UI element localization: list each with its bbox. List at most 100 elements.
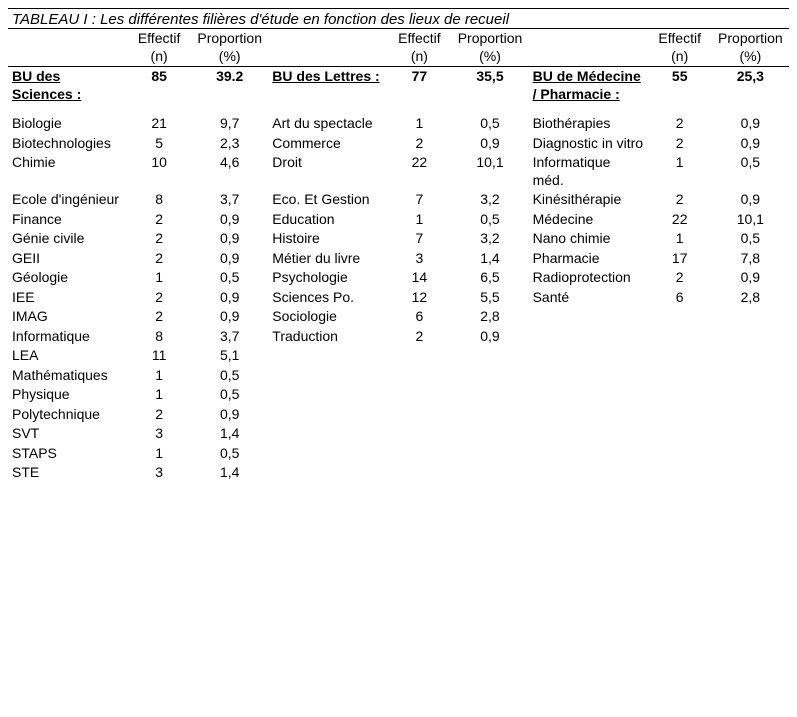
filiere-value: 3 <box>387 249 451 269</box>
filiere-value: 8 <box>127 190 191 210</box>
filiere-value: 0,9 <box>191 307 268 327</box>
filiere-label: Génie civile <box>8 229 127 249</box>
header-proportion-2: Proportion (%) <box>451 29 528 67</box>
table-row: IMAG20,9Sociologie62,8 <box>8 307 789 327</box>
table-caption: TABLEAU I : Les différentes filières d'é… <box>8 8 789 28</box>
filiere-value <box>451 405 528 425</box>
filiere-value: 3 <box>127 424 191 444</box>
filiere-value: 2 <box>127 249 191 269</box>
table-row: LEA115,1 <box>8 346 789 366</box>
filiere-value: 0,9 <box>712 134 789 154</box>
filiere-value <box>387 405 451 425</box>
filiere-label: STE <box>8 463 127 483</box>
filiere-value: 6,5 <box>451 268 528 288</box>
filiere-label: Chimie <box>8 153 127 190</box>
table-row: Biologie219,7Art du spectacle10,5Biothér… <box>8 114 789 134</box>
table-row: SVT31,4 <box>8 424 789 444</box>
filiere-value: 1 <box>127 385 191 405</box>
header-effectif-3: Effectif (n) <box>648 29 712 67</box>
filiere-value <box>387 444 451 464</box>
filiere-value: 0,9 <box>191 229 268 249</box>
filiere-label: Commerce <box>268 134 387 154</box>
filiere-label: LEA <box>8 346 127 366</box>
filiere-value: 0,9 <box>712 190 789 210</box>
section-lettres-p: 35,5 <box>451 67 528 105</box>
filiere-value: 0,5 <box>712 153 789 190</box>
filiere-value: 22 <box>648 210 712 230</box>
filiere-value: 0,5 <box>451 114 528 134</box>
filiere-label: Biotechnologies <box>8 134 127 154</box>
filiere-label: SVT <box>8 424 127 444</box>
filiere-value <box>712 405 789 425</box>
table-row: Ecole d'ingénieur83,7Eco. Et Gestion73,2… <box>8 190 789 210</box>
table-row: STAPS10,5 <box>8 444 789 464</box>
filiere-value <box>387 385 451 405</box>
filiere-value <box>712 307 789 327</box>
filiere-value: 5,5 <box>451 288 528 308</box>
table-row: Biotechnologies52,3Commerce20,9Diagnosti… <box>8 134 789 154</box>
table-row: GEII20,9Métier du livre31,4Pharmacie177,… <box>8 249 789 269</box>
filiere-value: 2,8 <box>451 307 528 327</box>
filiere-value: 2 <box>387 134 451 154</box>
filiere-value: 3,2 <box>451 190 528 210</box>
section-medecine-title: BU de Médecine / Pharmacie : <box>529 67 648 105</box>
section-lettres-n: 77 <box>387 67 451 105</box>
filiere-label: Physique <box>8 385 127 405</box>
filiere-label: STAPS <box>8 444 127 464</box>
filiere-value: 0,5 <box>712 229 789 249</box>
filiere-label: Art du spectacle <box>268 114 387 134</box>
filiere-value: 11 <box>127 346 191 366</box>
filiere-value: 2 <box>127 405 191 425</box>
filiere-value: 2 <box>127 229 191 249</box>
spacer-row <box>8 104 789 114</box>
filiere-value: 0,9 <box>191 210 268 230</box>
filiere-value: 2,3 <box>191 134 268 154</box>
filiere-label: Traduction <box>268 327 387 347</box>
filiere-value <box>387 463 451 483</box>
filiere-label: Mathématiques <box>8 366 127 386</box>
filiere-label <box>529 424 648 444</box>
filiere-value: 0,9 <box>451 134 528 154</box>
filiere-value <box>648 307 712 327</box>
filiere-value: 21 <box>127 114 191 134</box>
filiere-value <box>648 327 712 347</box>
filiere-label: Droit <box>268 153 387 190</box>
filiere-label <box>268 385 387 405</box>
filiere-value: 0,5 <box>451 210 528 230</box>
filiere-value: 2 <box>648 190 712 210</box>
filiere-value: 0,5 <box>191 366 268 386</box>
filiere-label <box>529 346 648 366</box>
header-blank-2 <box>268 29 387 67</box>
section-lettres-title: BU des Lettres : <box>268 67 387 105</box>
filiere-label: Diagnostic in vitro <box>529 134 648 154</box>
table-row: Finance20,9Education10,5Médecine2210,1 <box>8 210 789 230</box>
filiere-value: 0,9 <box>191 288 268 308</box>
filiere-value <box>451 385 528 405</box>
filiere-value <box>648 444 712 464</box>
filiere-value <box>648 424 712 444</box>
table-row: IEE20,9Sciences Po.125,5Santé62,8 <box>8 288 789 308</box>
filiere-value: 10,1 <box>451 153 528 190</box>
filiere-value: 1,4 <box>191 424 268 444</box>
filiere-value <box>712 366 789 386</box>
filiere-label: Nano chimie <box>529 229 648 249</box>
table-row: Génie civile20,9Histoire73,2Nano chimie1… <box>8 229 789 249</box>
filiere-value <box>387 346 451 366</box>
filiere-value <box>712 385 789 405</box>
filiere-value: 2 <box>648 268 712 288</box>
section-sciences-n: 85 <box>127 67 191 105</box>
filiere-label <box>529 463 648 483</box>
filiere-label <box>268 444 387 464</box>
header-proportion-3: Proportion (%) <box>712 29 789 67</box>
table-row: Géologie10,5Psychologie146,5Radioprotect… <box>8 268 789 288</box>
header-row: Effectif (n) Proportion (%) Effectif (n)… <box>8 29 789 67</box>
header-effectif-1: Effectif (n) <box>127 29 191 67</box>
filiere-value <box>712 346 789 366</box>
filiere-value: 7,8 <box>712 249 789 269</box>
filiere-value <box>648 346 712 366</box>
filiere-value: 1,4 <box>191 463 268 483</box>
header-effectif-2: Effectif (n) <box>387 29 451 67</box>
filiere-value <box>648 405 712 425</box>
filiere-value: 1 <box>387 210 451 230</box>
filiere-label: Métier du livre <box>268 249 387 269</box>
